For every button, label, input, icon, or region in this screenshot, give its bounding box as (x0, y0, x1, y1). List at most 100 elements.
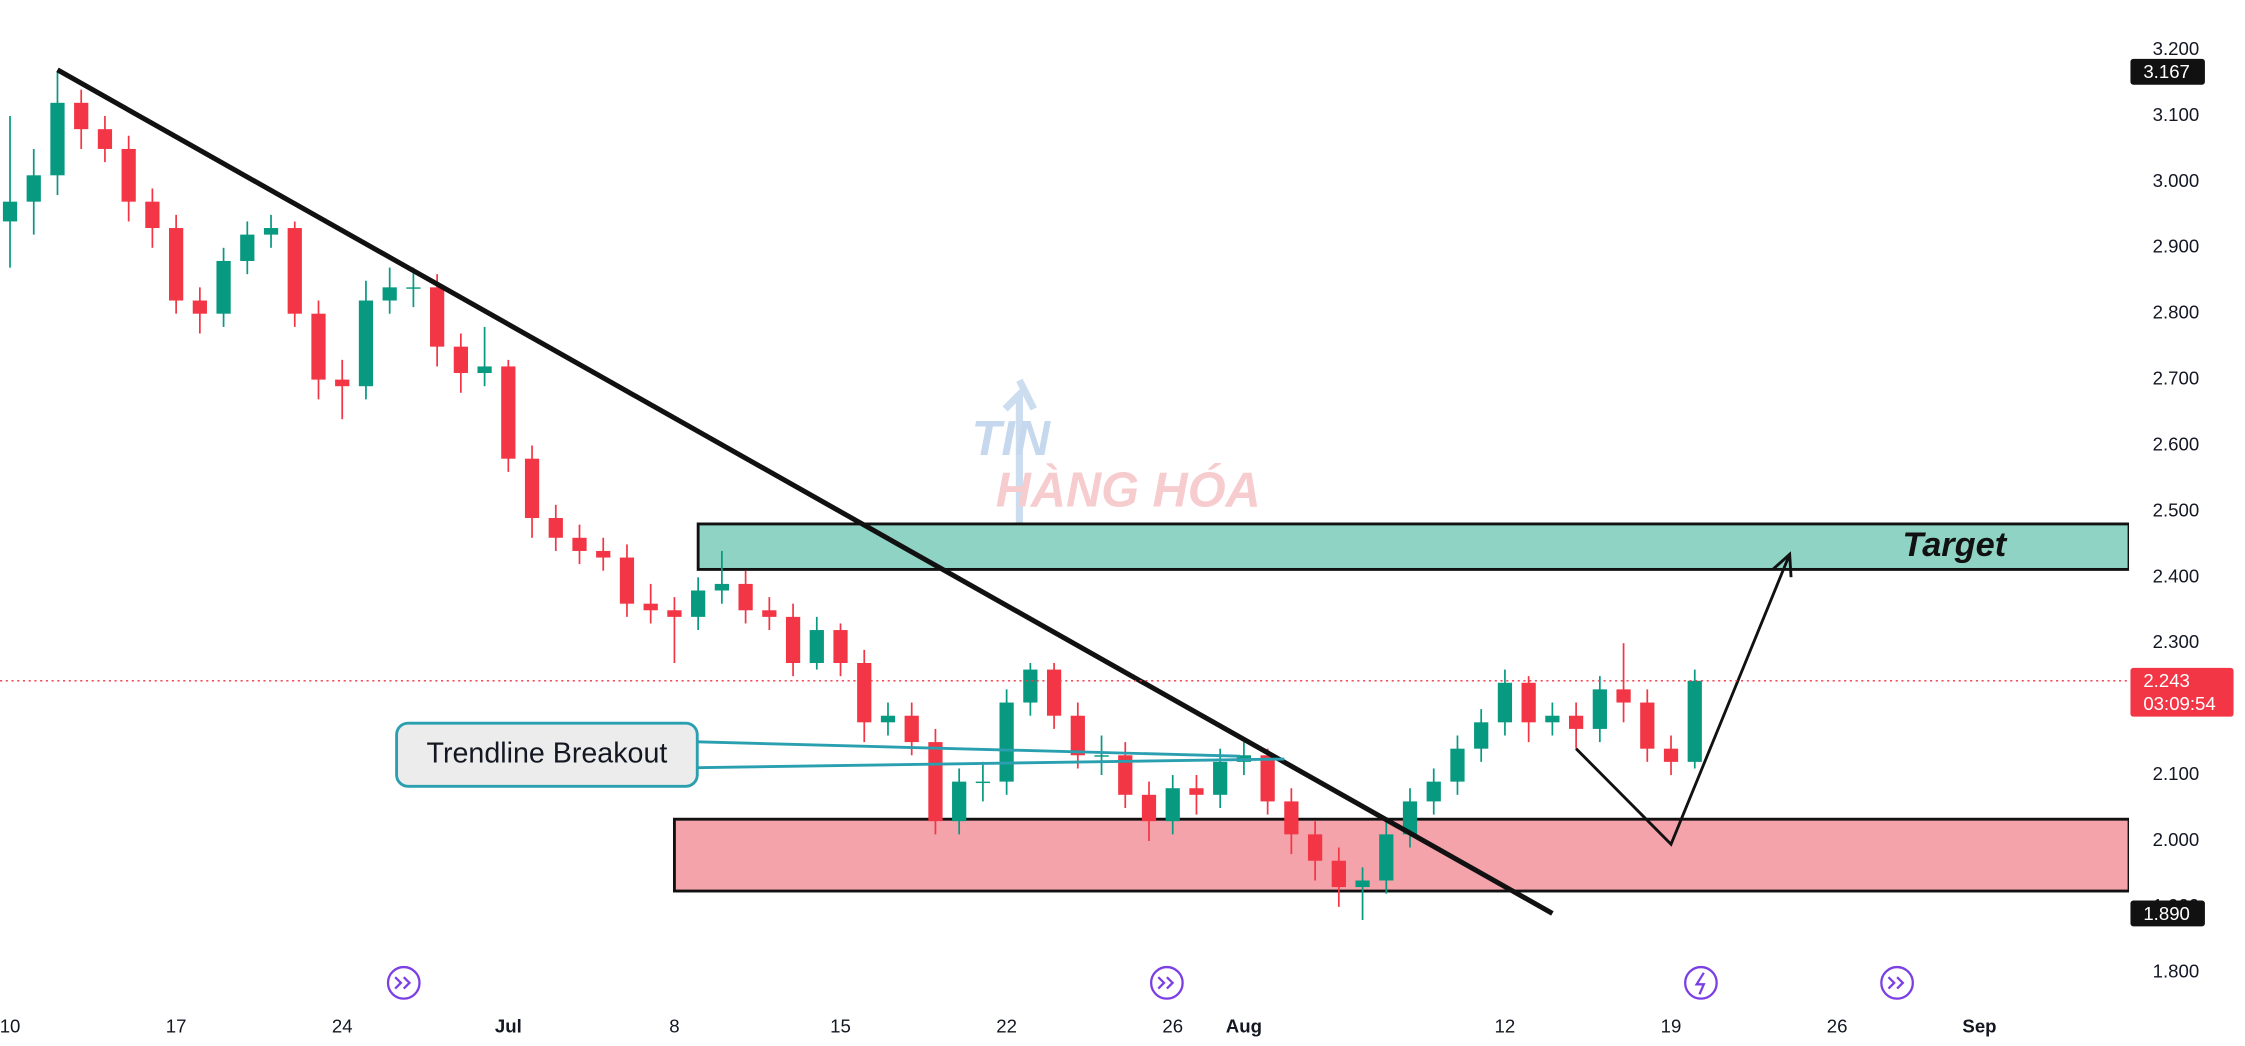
candle-body (643, 603, 658, 611)
countdown-label: 03:09:54 (2143, 693, 2215, 714)
candle-body (548, 518, 563, 538)
x-tick-label: 17 (166, 1015, 187, 1036)
last-price-label: 2.243 (2143, 670, 2190, 691)
candle-body (1023, 669, 1038, 703)
candle-body (406, 287, 421, 289)
x-tick-label: Aug (1226, 1015, 1262, 1036)
candle-body (1474, 722, 1489, 749)
candle-body (430, 287, 445, 347)
x-tick-label: 8 (669, 1015, 679, 1036)
candle-body (1402, 801, 1418, 835)
event-icon[interactable] (1149, 965, 1184, 1000)
candle-body (1568, 715, 1584, 729)
drawings: Target Trendline Breakout (0, 67, 2130, 916)
candle-body (738, 583, 753, 611)
candle-body (880, 715, 896, 723)
candle-body (501, 366, 516, 459)
watermark-text: HÀNG HÓA (996, 463, 1261, 517)
target-label: Target (1903, 526, 2008, 564)
candle-body (1189, 788, 1204, 795)
candle-body (169, 228, 184, 301)
callout-pointer (697, 757, 1285, 770)
candle-body (1663, 748, 1679, 762)
y-tick-label: 2.400 (2153, 565, 2200, 586)
projection-path (1575, 553, 1791, 847)
candle-body (762, 610, 777, 617)
candle-body (975, 781, 991, 784)
y-tick-label: 2.900 (2153, 236, 2200, 257)
event-icon[interactable] (1684, 965, 1718, 1000)
x-tick-label: 15 (830, 1015, 851, 1036)
y-tick-label: 3.000 (2153, 170, 2200, 191)
y-tick-label: 2.600 (2153, 433, 2200, 454)
candle-body (1307, 834, 1323, 861)
candle-body (952, 781, 967, 822)
zone (696, 522, 2131, 571)
candle-body (524, 458, 540, 519)
low-marker-label: 1.890 (2143, 903, 2190, 924)
candle-body (311, 313, 326, 380)
candle-body (857, 663, 872, 723)
candle-body (26, 175, 41, 202)
watermark: TIN HÀNG HÓA (972, 378, 1261, 546)
candle-body (691, 590, 706, 617)
candle-body (1545, 715, 1560, 723)
candle-body (714, 583, 729, 591)
candle-body (1213, 761, 1228, 795)
watermark-arrow (1002, 378, 1037, 546)
axes: 1.8001.9002.0002.1002.2002.3002.4002.500… (0, 38, 2234, 1036)
watermark-text: TIN (972, 412, 1052, 466)
candle-body (1260, 755, 1275, 802)
high-marker-label: 3.167 (2143, 61, 2190, 82)
trendline (56, 67, 1554, 916)
candle-body (358, 300, 374, 387)
candle-body (596, 550, 611, 558)
candle-body (1331, 860, 1346, 888)
callout-text: Trendline Breakout (427, 737, 668, 769)
candle-body (335, 379, 350, 387)
candle-body (1521, 682, 1536, 723)
price-axis-bg (2129, 0, 2245, 1046)
x-tick-label: 19 (1661, 1015, 1682, 1036)
y-tick-label: 2.300 (2153, 631, 2200, 652)
y-tick-label: 2.000 (2153, 829, 2200, 850)
candle-body (928, 742, 943, 822)
candle-body (74, 102, 89, 130)
candle-body (1046, 669, 1062, 716)
candle-body (619, 557, 635, 604)
event-icon[interactable] (1880, 965, 1914, 1000)
candle-body (999, 702, 1014, 782)
candle-body (50, 102, 65, 176)
event-icon[interactable] (386, 965, 421, 1000)
event-icon-glyph (1887, 976, 1905, 990)
x-tick-label: 12 (1495, 1015, 1516, 1036)
y-tick-label: 3.100 (2153, 104, 2200, 125)
candle-body (453, 346, 468, 374)
y-tick-label: 2.100 (2153, 763, 2200, 784)
candle-body (1450, 748, 1465, 782)
candle-body (1592, 689, 1607, 729)
candle-body (1070, 715, 1085, 756)
candle-body (263, 228, 279, 235)
candle-body (382, 287, 397, 301)
candle-body (287, 228, 302, 314)
candle-body (833, 630, 848, 664)
callout-box (395, 721, 699, 788)
candle-body (1118, 755, 1133, 795)
projection-arrowhead (1771, 551, 1793, 578)
candle-body (1284, 801, 1299, 835)
event-icons (386, 965, 1914, 1000)
y-tick-label: 2.800 (2153, 302, 2200, 323)
candle-body (240, 234, 255, 261)
candle-body (572, 537, 587, 551)
candle-body (1687, 680, 1702, 762)
candle-body (477, 366, 492, 374)
x-tick-label: 26 (1827, 1015, 1848, 1036)
callout-pointer (697, 740, 1240, 758)
candle-body (1379, 834, 1394, 881)
event-icon-glyph (1157, 976, 1175, 990)
candle-body (809, 630, 824, 664)
x-tick-label: 22 (996, 1015, 1017, 1036)
candle-body (1355, 880, 1370, 888)
